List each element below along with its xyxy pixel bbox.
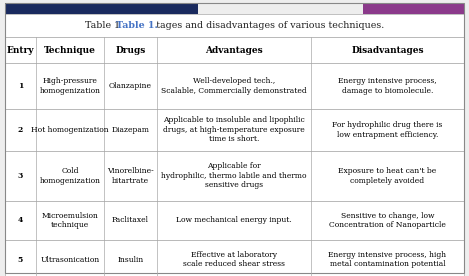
- Text: Diazepam: Diazepam: [112, 126, 150, 134]
- Text: 3: 3: [18, 172, 23, 180]
- Text: Energy intensive process,
damage to biomolecule.: Energy intensive process, damage to biom…: [338, 77, 437, 95]
- Text: Applicable to insoluble and lipophilic
drugs, at high-temperature exposure
time : Applicable to insoluble and lipophilic d…: [163, 116, 305, 144]
- Bar: [5, 37, 464, 63]
- Text: Drugs: Drugs: [115, 46, 146, 55]
- Text: Cold
homogenization: Cold homogenization: [39, 167, 100, 185]
- Text: Paclitaxel: Paclitaxel: [112, 216, 149, 224]
- Text: Energy intensive process, high
metal contamination potential: Energy intensive process, high metal con…: [328, 251, 446, 268]
- Text: Well-developed tech.,
Scalable, Commercially demonstrated: Well-developed tech., Scalable, Commerci…: [161, 77, 307, 95]
- Bar: [5, 109, 464, 151]
- Text: Advantages: Advantages: [205, 46, 263, 55]
- Text: Hot homogenization: Hot homogenization: [31, 126, 109, 134]
- Bar: [198, 3, 363, 14]
- Text: Olanzapine: Olanzapine: [109, 82, 152, 90]
- Text: Vinorelbine-
bitartrate: Vinorelbine- bitartrate: [107, 167, 154, 185]
- Bar: [5, 201, 464, 240]
- Bar: [5, 63, 464, 109]
- Text: Insulin: Insulin: [117, 256, 144, 264]
- Text: 5: 5: [18, 256, 23, 264]
- Text: Exposure to heat can't be
completely avoided: Exposure to heat can't be completely avo…: [338, 167, 437, 185]
- Text: Table 1.: Table 1.: [118, 21, 156, 30]
- Bar: [5, 3, 198, 14]
- Text: High-pressure
homogenization: High-pressure homogenization: [39, 77, 100, 95]
- Text: Microemulsion
technique: Microemulsion technique: [42, 212, 98, 229]
- Text: Applicable for
hydrophilic, thermo labile and thermo
sensitive drugs: Applicable for hydrophilic, thermo labil…: [161, 162, 307, 189]
- Text: Ultrasonication: Ultrasonication: [40, 256, 99, 264]
- Bar: [5, 151, 464, 201]
- Text: 2: 2: [18, 126, 23, 134]
- Text: Entry: Entry: [7, 46, 34, 55]
- Text: Effective at laboratory
scale reduced shear stress: Effective at laboratory scale reduced sh…: [183, 251, 285, 268]
- Text: For hydrophilic drug there is
low entrapment efficiency.: For hydrophilic drug there is low entrap…: [333, 121, 443, 139]
- Bar: [363, 3, 464, 14]
- Text: Technique: Technique: [44, 46, 96, 55]
- Text: Table 1. Advantages and disadvantages of various techniques.: Table 1. Advantages and disadvantages of…: [85, 21, 384, 30]
- Text: Disadvantages: Disadvantages: [351, 46, 424, 55]
- Text: 4: 4: [18, 216, 23, 224]
- Text: Table 1.: Table 1.: [116, 21, 158, 30]
- Text: Low mechanical energy input.: Low mechanical energy input.: [176, 216, 292, 224]
- Text: 1: 1: [18, 82, 23, 90]
- Bar: [5, 14, 464, 37]
- Text: Sensitive to change, low
Concentration of Nanoparticle: Sensitive to change, low Concentration o…: [329, 212, 446, 229]
- Bar: [5, 240, 464, 276]
